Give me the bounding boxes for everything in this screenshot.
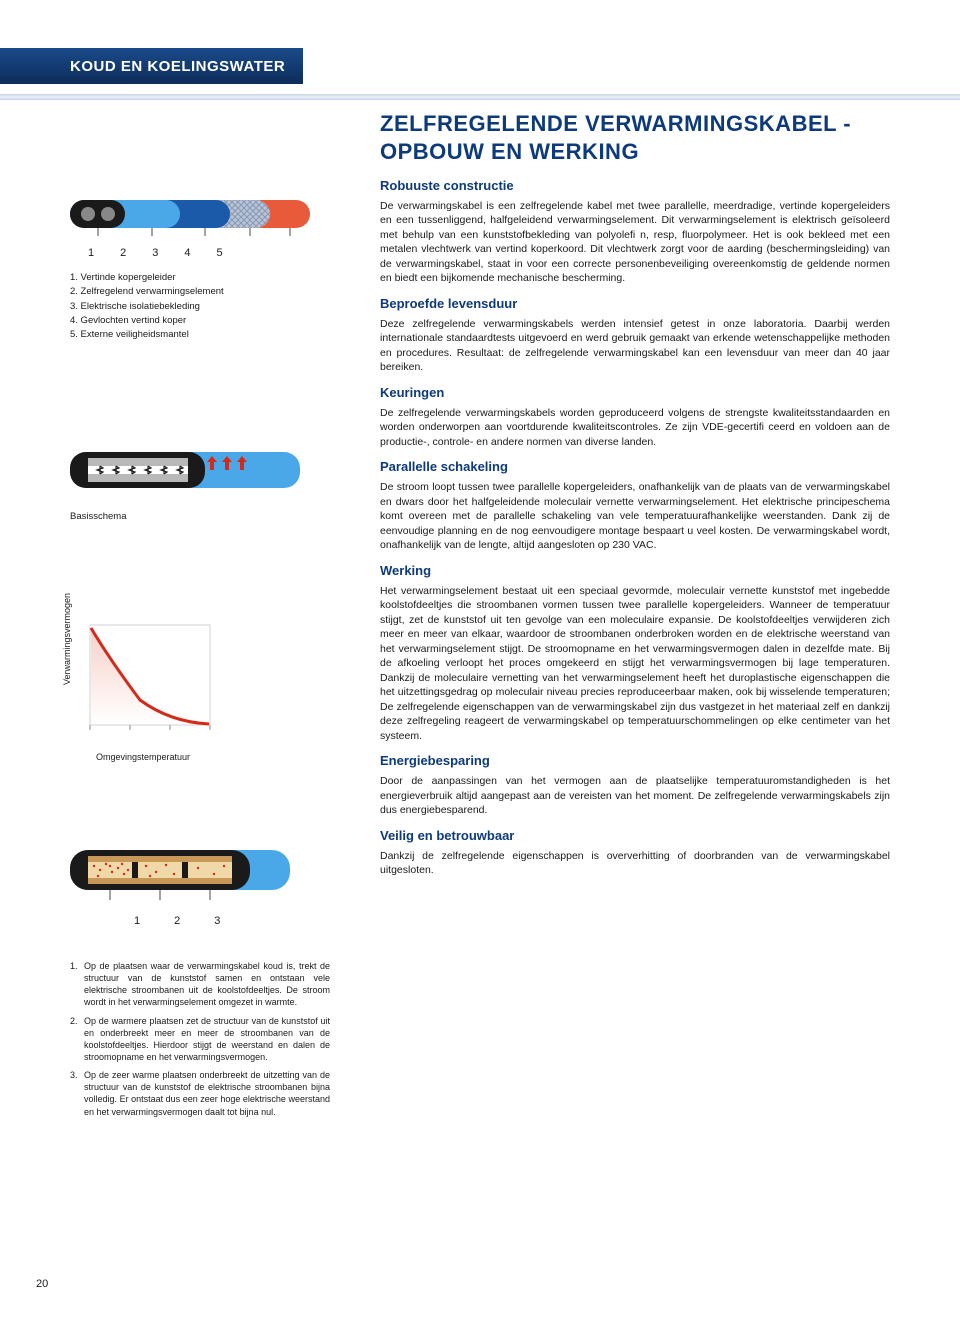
section-heading: Energiebesparing <box>380 753 890 768</box>
cutaway-caption: Basisschema <box>70 511 330 522</box>
section-body: Het verwarmingselement bestaat uit een s… <box>380 584 890 743</box>
section-heading: Robuuste constructie <box>380 178 890 193</box>
page-title: ZELFREGELENDE VERWARMINGSKABEL - OPBOUW … <box>380 110 851 165</box>
micro-explain-list: 1. Op de plaatsen waar de verwarmingskab… <box>70 960 330 1124</box>
decay-curve-chart <box>70 620 220 740</box>
section-body: Door de aanpassingen van het vermogen aa… <box>380 774 890 817</box>
content-column: Robuuste constructie De verwarmingskabel… <box>380 178 890 887</box>
section-body: Deze zelfregelende verwarmingskabels wer… <box>380 317 890 375</box>
explain-item-1: 1. Op de plaatsen waar de verwarmingskab… <box>70 960 330 1009</box>
micro-diagram-block: 123 <box>70 838 330 927</box>
explain-item-2: 2. Op de warmere plaatsen zet de structu… <box>70 1015 330 1064</box>
cable-cross-section-diagram <box>70 190 310 238</box>
explain-item-3: 3. Op de zeer warme plaatsen onderbreekt… <box>70 1069 330 1118</box>
section-body: De verwarmingskabel is een zelfregelende… <box>380 199 890 286</box>
power-temp-chart: Verwarmingsvermogen Omgevingstemperatuur <box>70 620 330 762</box>
diagram-legend: 1. Vertinde kopergeleider 2. Zelfregelen… <box>70 271 330 342</box>
basisschema-diagram <box>70 440 300 500</box>
category-header: KOUD EN KOELINGSWATER <box>0 48 303 84</box>
chart-x-label: Omgevingstemperatuur <box>96 752 330 762</box>
chart-y-label: Verwarmingsvermogen <box>62 593 72 685</box>
decorative-stripe <box>0 94 960 100</box>
section-heading: Parallelle schakeling <box>380 459 890 474</box>
section-body: De stroom loopt tussen twee parallelle k… <box>380 480 890 552</box>
molecular-state-diagram <box>70 838 290 908</box>
section-heading: Werking <box>380 563 890 578</box>
section-body: Dankzij de zelfregelende eigenschappen i… <box>380 849 890 878</box>
micro-numbers: 123 <box>70 915 330 927</box>
page-number: 20 <box>36 1278 48 1290</box>
diagram-numbers: 12345 <box>70 247 330 259</box>
section-heading: Veilig en betrouwbaar <box>380 828 890 843</box>
section-body: De zelfregelende verwarmingskabels worde… <box>380 406 890 449</box>
section-heading: Beproefde levensduur <box>380 296 890 311</box>
cable-diagram-block: 12345 1. Vertinde kopergeleider 2. Zelfr… <box>70 190 330 342</box>
section-heading: Keuringen <box>380 385 890 400</box>
cutaway-block: Basisschema <box>70 440 330 522</box>
category-text: KOUD EN KOELINGSWATER <box>70 58 285 75</box>
